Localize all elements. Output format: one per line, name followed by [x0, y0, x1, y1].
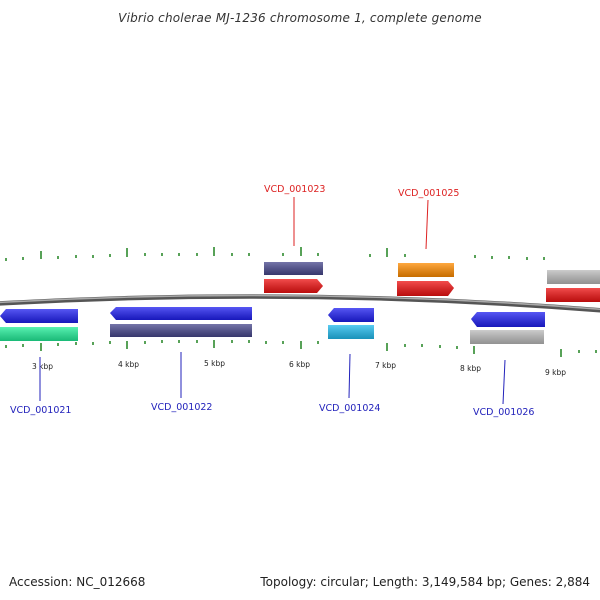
- genome-summary: Topology: circular; Length: 3,149,584 bp…: [260, 575, 590, 589]
- gene-VCD_001021-arrow[interactable]: [0, 309, 78, 323]
- gene-VCD_001025-bar[interactable]: [398, 263, 454, 277]
- scale-label-6kbp: 6 kbp: [289, 360, 310, 369]
- gene-VCD_001022-arrow[interactable]: [110, 307, 252, 320]
- label-leader-VCD_001025: [425, 199, 429, 250]
- gene-VCD_001021-bar[interactable]: [0, 327, 78, 341]
- scale-label-3kbp: 3 kbp: [32, 362, 53, 371]
- accession-label: Accession: NC_012668: [9, 575, 146, 589]
- gene-VCD_001025-arrow[interactable]: [397, 281, 454, 296]
- gene-VCD_001023-bar[interactable]: [264, 262, 323, 275]
- inner-tick-track: [5, 340, 597, 357]
- gene-label-VCD_001025[interactable]: VCD_001025: [398, 188, 459, 199]
- gene-VCD_001026-bar[interactable]: [470, 330, 544, 344]
- scale-label-7kbp: 7 kbp: [375, 361, 396, 370]
- scale-label-9kbp: 9 kbp: [545, 368, 566, 377]
- gene-label-VCD_001024[interactable]: VCD_001024: [319, 403, 380, 414]
- scale-label-5kbp: 5 kbp: [204, 359, 225, 368]
- gene-grey-partial-bar[interactable]: [547, 270, 600, 284]
- gene-VCD_001022-bar[interactable]: [110, 324, 252, 337]
- genome-backbone: [0, 294, 600, 313]
- gene-VCD_001023-arrow[interactable]: [264, 279, 323, 293]
- gene-red-partial-arrow[interactable]: [546, 288, 600, 302]
- map-title: Vibrio cholerae MJ-1236 chromosome 1, co…: [118, 11, 482, 25]
- gene-VCD_001024-bar[interactable]: [328, 325, 374, 339]
- gene-VCD_001026-arrow[interactable]: [471, 312, 545, 327]
- gene-label-VCD_001023[interactable]: VCD_001023: [264, 184, 325, 195]
- label-leader-VCD_001024: [348, 353, 351, 399]
- gene-label-VCD_001022[interactable]: VCD_001022: [151, 402, 212, 413]
- label-leader-VCD_001026: [502, 359, 506, 405]
- gene-label-VCD_001021[interactable]: VCD_001021: [10, 405, 71, 416]
- outer-tick-track: [5, 247, 545, 261]
- scale-label-8kbp: 8 kbp: [460, 364, 481, 373]
- gene-label-VCD_001026[interactable]: VCD_001026: [473, 407, 534, 418]
- scale-label-4kbp: 4 kbp: [118, 360, 139, 369]
- gene-VCD_001024-arrow[interactable]: [328, 308, 374, 322]
